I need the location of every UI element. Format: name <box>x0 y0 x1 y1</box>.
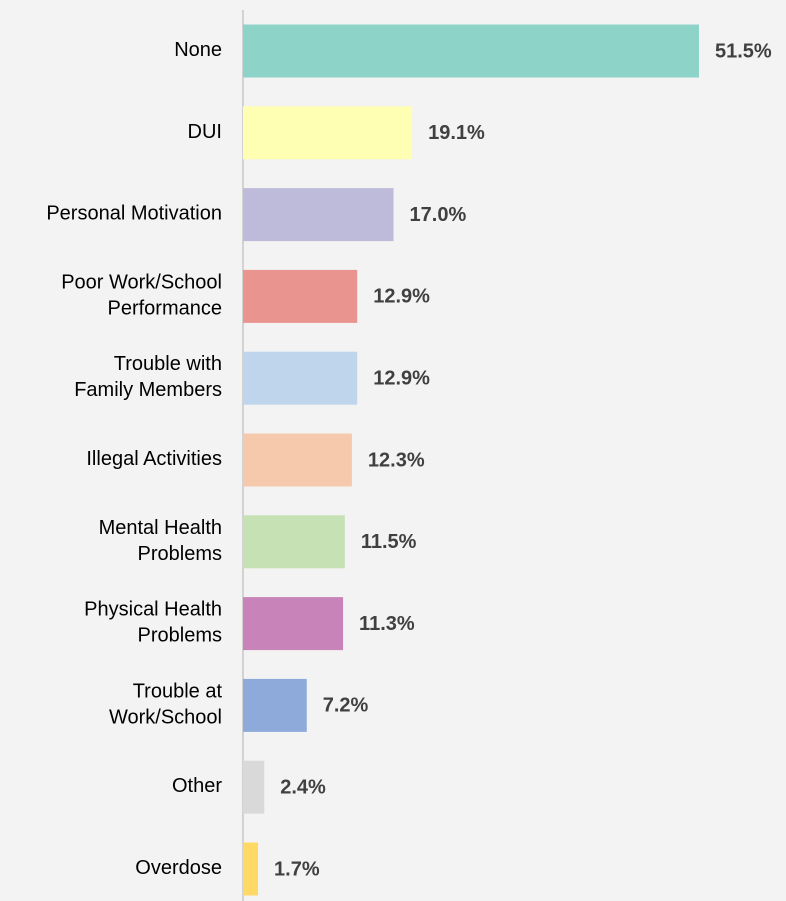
bar <box>243 678 307 732</box>
bar <box>243 351 358 405</box>
bar <box>243 106 413 160</box>
category-label: Mental Health Problems <box>99 517 222 565</box>
value-label: 2.4% <box>280 776 326 798</box>
bar <box>243 515 345 569</box>
category-label: Poor Work/School Performance <box>61 272 222 320</box>
category-label: Illegal Activities <box>86 448 222 470</box>
value-label: 12.9% <box>373 286 430 308</box>
value-label: 7.2% <box>323 695 369 717</box>
category-label: Trouble with Family Members <box>74 353 222 401</box>
category-label: DUI <box>188 121 222 143</box>
bar <box>243 760 265 814</box>
bar <box>243 188 394 242</box>
bar <box>243 269 358 323</box>
bar <box>243 24 699 78</box>
value-label: 51.5% <box>715 40 772 62</box>
category-label: Trouble at Work/School <box>109 681 222 729</box>
category-label: Other <box>172 775 222 797</box>
category-label: Physical Health Problems <box>84 599 222 647</box>
category-label: None <box>174 39 222 61</box>
value-label: 12.3% <box>368 449 425 471</box>
value-label: 11.5% <box>361 531 417 553</box>
value-label: 19.1% <box>428 122 485 144</box>
bar <box>243 433 352 487</box>
value-label: 12.9% <box>373 367 430 389</box>
bar <box>243 842 259 896</box>
value-label: 1.7% <box>274 858 320 880</box>
category-label: Personal Motivation <box>46 203 222 225</box>
value-label: 17.0% <box>410 204 467 226</box>
bar <box>243 597 344 651</box>
value-label: 11.3% <box>359 613 415 635</box>
category-label: Overdose <box>135 857 222 879</box>
